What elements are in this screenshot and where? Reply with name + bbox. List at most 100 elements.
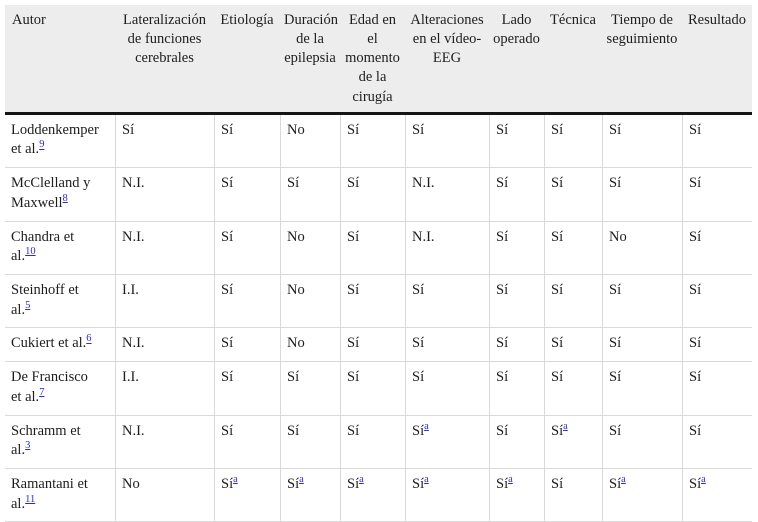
footnote-link[interactable]: a	[424, 474, 429, 486]
footnote: a	[424, 421, 429, 432]
reference: 3	[25, 440, 31, 452]
table-row-7: Schramm et al.3 N.I. Sí Sí Sí Sía Sí Sía Sí Sí	[5, 415, 752, 469]
reference-link[interactable]: 6	[86, 333, 92, 345]
reference-link[interactable]: 5	[25, 299, 31, 311]
value-cell: Sía	[340, 468, 405, 522]
value-cell: Sí	[214, 221, 280, 275]
footnote-link[interactable]: a	[508, 474, 513, 486]
table-row-1: Loddenkemper et al.9 Sí Sí No Sí Sí Sí Sí Sí Sí	[5, 114, 752, 169]
value-cell: Sí	[682, 168, 752, 222]
value-cell: Sía	[682, 468, 752, 522]
value-cell: Sía	[405, 468, 489, 522]
value-cell: Sí	[115, 114, 214, 169]
reference-link[interactable]: 3	[25, 440, 31, 452]
column-header-lado-operado: Lado operado	[489, 5, 544, 115]
author-name-line: Loddenkemper	[11, 121, 99, 138]
footnote-link[interactable]: a	[299, 474, 304, 486]
value-cell: Sía	[489, 468, 544, 522]
value-cell: Sí	[280, 362, 340, 416]
reference: 11	[25, 494, 35, 505]
value-cell: Sí	[280, 168, 340, 222]
value-cell: Sí	[544, 328, 602, 363]
table-row-5: Cukiert et al.6 N.I. Sí No Sí Sí Sí Sí Sí Sí	[5, 328, 752, 363]
value-cell: Sí	[602, 415, 682, 469]
value-cell: Sí	[214, 168, 280, 222]
reference: 8	[63, 193, 68, 204]
value-cell: Sí	[489, 328, 544, 363]
value-cell: No	[280, 328, 340, 363]
comparison-table: Autor Lateralización de funciones cerebra…	[5, 5, 752, 522]
author-cell: Ramantani et al.11	[5, 469, 115, 522]
author-name-line: et al.9	[11, 139, 45, 158]
value-cell: Sí	[602, 362, 682, 416]
reference: 7	[39, 387, 44, 398]
column-header-etiologia: Etiología	[214, 5, 280, 115]
value-cell: Sí	[489, 221, 544, 275]
footnote-link[interactable]: a	[563, 420, 568, 432]
value-cell: I.I.	[115, 274, 214, 329]
author-name-line: Chandra et	[11, 228, 75, 245]
table-row-8: Ramantani et al.11 No Sía Sía Sía Sía Sía Sí Sía S…	[5, 468, 752, 522]
reference-link[interactable]: 7	[39, 386, 45, 398]
value-cell: Sí	[280, 415, 340, 469]
author-cell: Chandra et al.10	[5, 222, 115, 275]
value-cell: Sí	[489, 274, 544, 329]
value-cell: Sí	[544, 468, 602, 522]
author-name-line: McClelland y	[11, 175, 91, 192]
reference: 6	[86, 334, 91, 345]
footnote-link[interactable]: a	[621, 474, 626, 486]
value-cell: Sí	[682, 221, 752, 275]
footnote: a	[621, 474, 626, 485]
value-cell: Sía	[280, 468, 340, 522]
value-cell: N.I.	[405, 221, 489, 275]
reference: 5	[25, 300, 30, 311]
table-header: Autor Lateralización de funciones cerebra…	[5, 5, 752, 115]
footnote: a	[233, 474, 238, 485]
column-header-duracion-epilepsia: Duración de la epilepsia	[280, 5, 340, 115]
reference-link[interactable]: 10	[25, 246, 36, 258]
author-cell: De Francisco et al.7	[5, 362, 115, 416]
footnote-link[interactable]: a	[359, 474, 364, 486]
value-cell: Sí	[544, 221, 602, 275]
value-cell: Sí	[214, 114, 280, 169]
author-name-line: Cukiert et al.6	[11, 333, 92, 352]
footnote-link[interactable]: a	[701, 474, 706, 486]
value-cell: Sí	[405, 362, 489, 416]
header-row: Autor Lateralización de funciones cerebra…	[5, 5, 752, 115]
table-row-4: Steinhoff et al.5 I.I. Sí No Sí Sí Sí Sí Sí Sí	[5, 274, 752, 329]
value-cell: Sí	[602, 274, 682, 329]
table-row-2: McClelland y Maxwell8 N.I. Sí Sí Sí N.I. Sí Sí Sí…	[5, 168, 752, 222]
value-cell: Sí	[405, 114, 489, 169]
footnote: a	[563, 421, 568, 432]
column-header-lateralizacion: Lateralización de funciones cerebrales	[115, 5, 214, 115]
value-cell: Sí	[682, 362, 752, 416]
author-name-line: Schramm et	[11, 422, 81, 439]
author-name-line: De Francisco	[11, 369, 88, 386]
value-cell: Sí	[544, 274, 602, 329]
value-cell: Sí	[682, 114, 752, 169]
value-cell: Sí	[340, 328, 405, 363]
column-header-alteraciones-video-eeg: Alteraciones en el vídeo- EEG	[405, 5, 489, 115]
footnote-link[interactable]: a	[424, 420, 429, 432]
footnote: a	[701, 474, 706, 485]
value-cell: Sí	[682, 274, 752, 329]
value-cell: Sí	[340, 221, 405, 275]
table-row-3: Chandra et al.10 N.I. Sí No Sí N.I. Sí Sí No Sí	[5, 221, 752, 275]
value-cell: Sí	[405, 274, 489, 329]
author-cell: Loddenkemper et al.9	[5, 115, 115, 169]
footnote: a	[359, 474, 364, 485]
author-cell: Steinhoff et al.5	[5, 275, 115, 329]
reference: 9	[39, 140, 44, 151]
reference-link[interactable]: 11	[25, 493, 36, 505]
value-cell: N.I.	[405, 168, 489, 222]
column-header-tiempo-seguimiento: Tiempo de seguimiento	[602, 5, 682, 115]
footnote-link[interactable]: a	[233, 474, 238, 486]
reference: 10	[25, 246, 36, 258]
author-name-line: al.10	[11, 246, 36, 265]
column-header-tecnica: Técnica	[544, 5, 602, 115]
reference-link[interactable]: 9	[39, 139, 45, 151]
author-cell: Cukiert et al.6	[5, 328, 115, 363]
reference-link[interactable]: 8	[62, 192, 68, 204]
value-cell: Sí	[489, 114, 544, 169]
value-cell: Sí	[214, 274, 280, 329]
